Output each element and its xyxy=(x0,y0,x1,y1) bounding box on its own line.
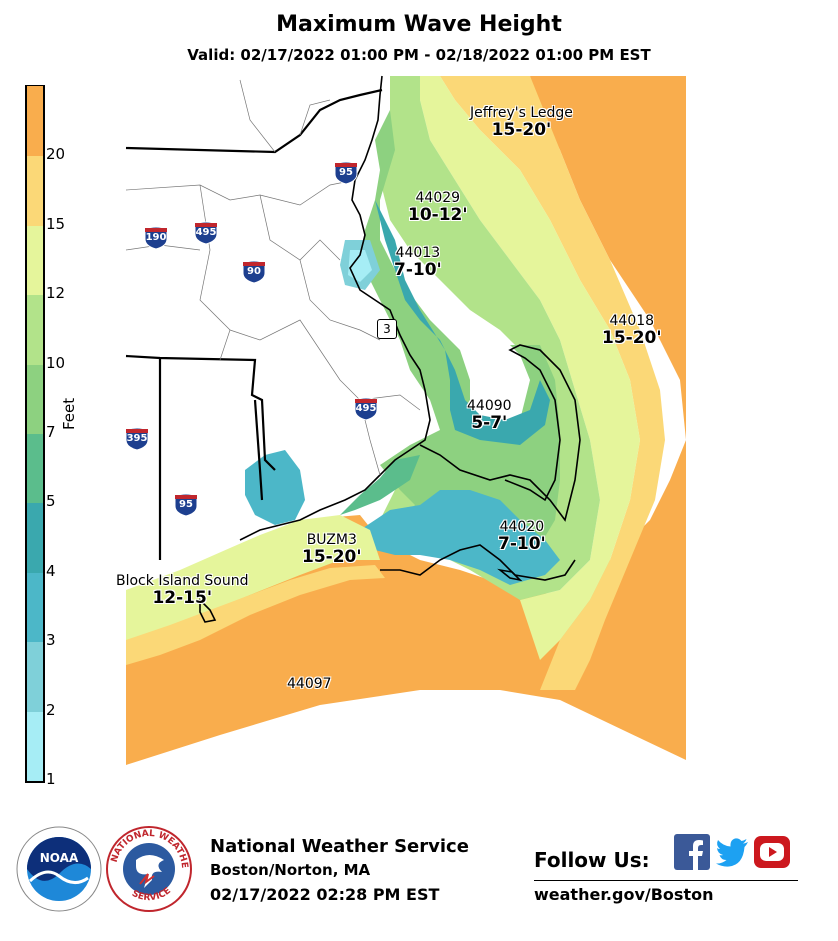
location-name: Block Island Sound xyxy=(116,573,249,589)
color-scale-segment xyxy=(27,572,43,643)
color-scale-tick-label: 10 xyxy=(46,353,66,372)
color-scale-tick-label: 3 xyxy=(46,631,56,650)
location-name: 44029 xyxy=(415,190,461,206)
color-scale-tick-label: 12 xyxy=(46,284,66,303)
wave-height-value: 15-20' xyxy=(302,547,362,567)
interstate-shield-icon: 95 xyxy=(333,160,359,185)
color-scale-tick-label: 1 xyxy=(46,770,56,788)
color-scale-segment xyxy=(27,433,43,504)
facebook-icon[interactable] xyxy=(674,834,710,870)
interstate-shield-icon: 495 xyxy=(193,220,219,245)
wave-height-value: 5-7' xyxy=(471,413,508,433)
office-name: Boston/Norton, MA xyxy=(210,861,371,879)
location-name: BUZM3 xyxy=(306,532,357,548)
ocean-zone-3-5 xyxy=(375,200,550,445)
wave-height-value: 15-20' xyxy=(602,328,662,348)
color-scale-segment xyxy=(27,225,43,296)
agency-name: National Weather Service xyxy=(210,836,469,857)
location-name: 44090 xyxy=(467,398,512,414)
twitter-icon[interactable] xyxy=(714,834,750,870)
map-title: Maximum Wave Height xyxy=(276,12,562,37)
location-label-44020: 44020 7-10' xyxy=(498,519,546,553)
state-route-icon: 3 xyxy=(377,319,397,339)
color-scale-bar xyxy=(25,85,45,783)
youtube-icon[interactable] xyxy=(754,834,790,870)
interstate-shield-icon: 495 xyxy=(353,396,379,421)
noaa-logo-icon: NOAA xyxy=(16,826,102,912)
color-scale-segment xyxy=(27,502,43,573)
county-borders xyxy=(125,79,421,476)
location-label-jeffreys-ledge: Jeffrey's Ledge 15-20' xyxy=(470,105,573,139)
footer-divider xyxy=(534,880,798,881)
wave-height-value: 10-12' xyxy=(408,205,468,225)
location-name: 44013 xyxy=(395,245,441,261)
location-label-44013: 44013 7-10' xyxy=(394,245,442,279)
color-scale-tick-label: 2 xyxy=(46,700,56,719)
color-scale-tick-label: 20 xyxy=(46,145,66,164)
ocean-zone-10-12 xyxy=(420,76,640,660)
ocean-zone-1-2 xyxy=(348,250,372,282)
color-scale-segment xyxy=(27,86,43,157)
interstate-shield-icon: 395 xyxy=(124,426,150,451)
wave-height-value: 12-15' xyxy=(152,588,213,608)
issued-time: 02/17/2022 02:28 PM EST xyxy=(210,885,440,904)
location-label-44018: 44018 15-20' xyxy=(602,313,662,347)
website-link[interactable]: weather.gov/Boston xyxy=(534,885,714,904)
bay-zone-teal xyxy=(360,490,560,585)
location-label-buzm3: BUZM3 15-20' xyxy=(302,532,362,566)
wave-height-value: 7-10' xyxy=(498,534,546,554)
color-scale-segment xyxy=(27,711,43,781)
location-name: Jeffrey's Ledge xyxy=(470,105,573,121)
block-island-zone xyxy=(126,515,380,645)
location-name: 44018 xyxy=(609,313,655,329)
interstate-shield-icon: 90 xyxy=(241,259,267,284)
ocean-zone-12-15 xyxy=(440,76,665,690)
location-label-block-island-sound: Block Island Sound 12-15' xyxy=(116,573,249,607)
follow-us-label: Follow Us: xyxy=(534,848,650,872)
color-scale-tick-label: 15 xyxy=(46,214,66,233)
bay-zone-green xyxy=(340,455,420,515)
color-scale-unit: Feet xyxy=(60,397,78,430)
location-name: 44020 xyxy=(499,519,545,535)
valid-period: Valid: 02/17/2022 01:00 PM - 02/18/2022 … xyxy=(187,46,651,64)
wave-height-value: 7-10' xyxy=(394,260,442,280)
color-scale-tick-label: 5 xyxy=(46,492,56,511)
location-label-44029: 44029 10-12' xyxy=(408,190,468,224)
color-scale-tick-label: 7 xyxy=(46,423,56,441)
color-scale-segment xyxy=(27,364,43,434)
color-scale-segment xyxy=(27,155,43,226)
interstate-shield-icon: 190 xyxy=(143,225,169,250)
color-scale-segment xyxy=(27,294,43,365)
location-label-44097: 44097 xyxy=(287,676,332,692)
location-name: 44097 xyxy=(287,676,332,692)
nws-logo-icon: NATIONAL WEATHER SERVICE xyxy=(106,826,192,912)
block-island-zone-2 xyxy=(126,565,385,665)
color-scale-tick-label: 4 xyxy=(46,561,56,580)
color-scale-segment xyxy=(27,641,43,712)
wave-height-value: 15-20' xyxy=(491,120,552,140)
svg-text:NOAA: NOAA xyxy=(40,851,79,865)
location-label-44090: 44090 5-7' xyxy=(467,398,512,432)
interstate-shield-icon: 95 xyxy=(173,492,199,517)
